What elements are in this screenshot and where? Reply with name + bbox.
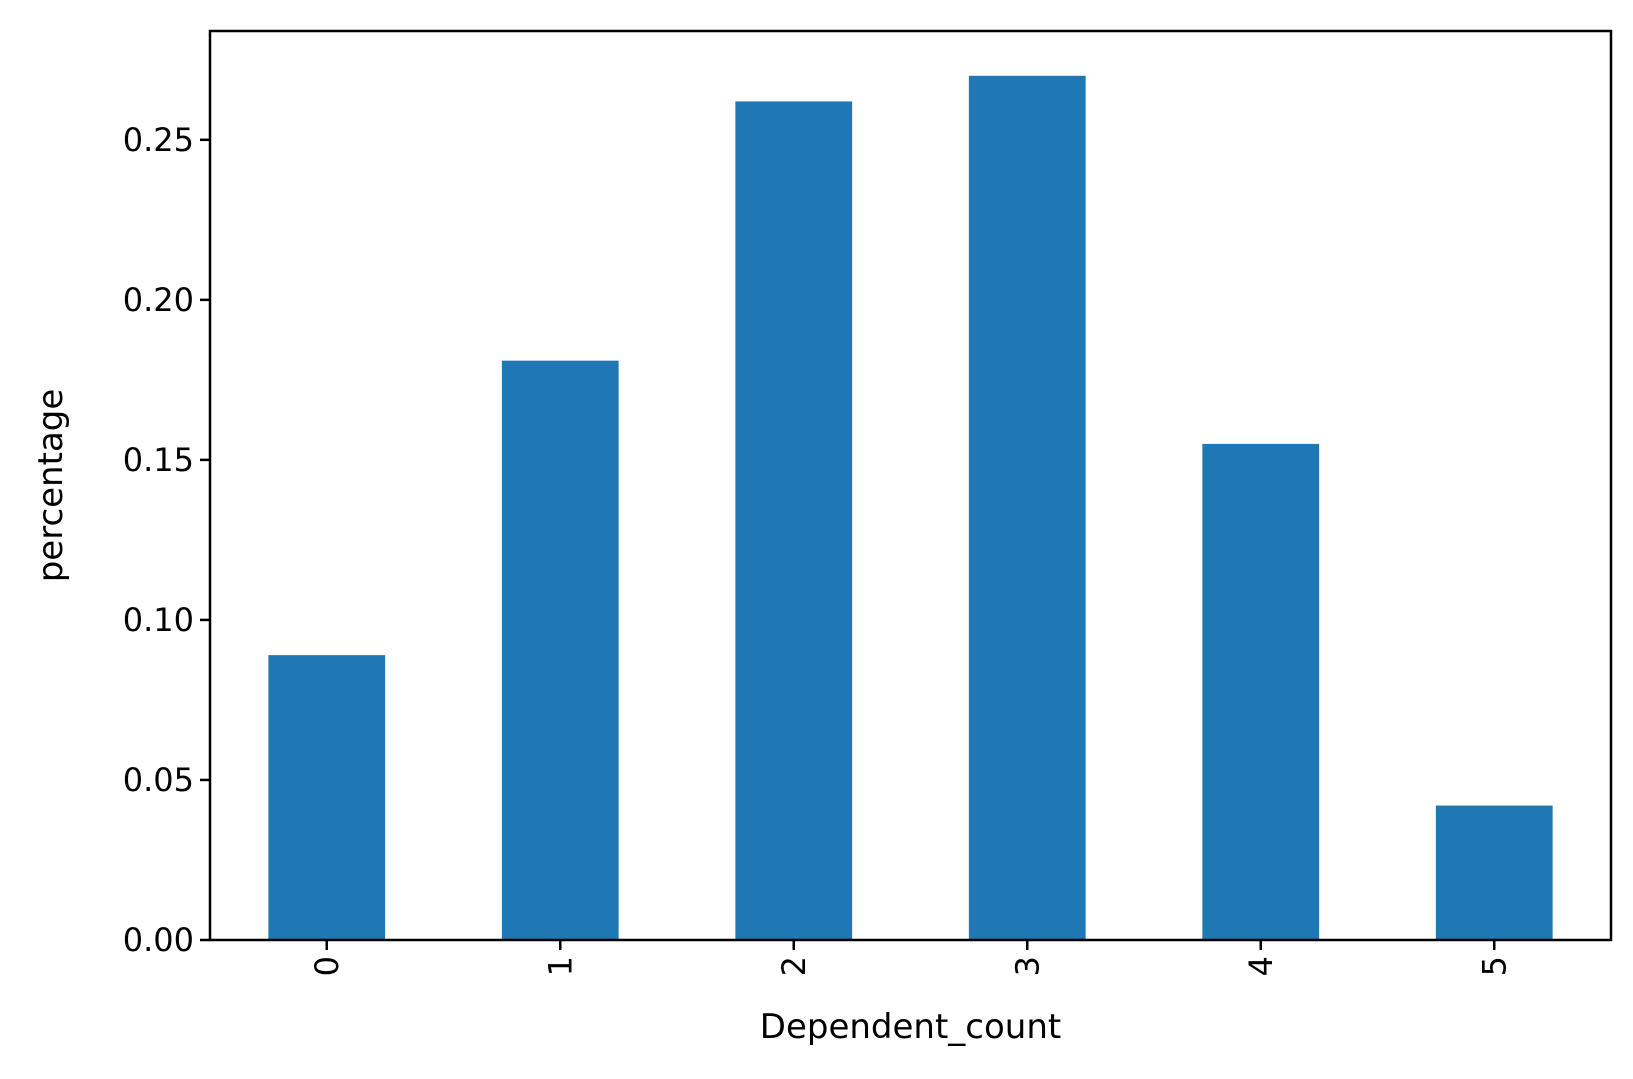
y-tick-label: 0.15 — [123, 441, 194, 479]
x-tick-label: 1 — [541, 956, 579, 976]
y-tick-label: 0.10 — [123, 601, 194, 639]
y-tick-label: 0.05 — [123, 761, 194, 799]
y-tick-label: 0.20 — [123, 281, 194, 319]
bars-group — [268, 75, 1553, 941]
x-tick-label: 2 — [775, 956, 813, 976]
y-tick-label: 0.25 — [123, 121, 194, 159]
y-axis-title: percentage — [31, 389, 71, 583]
x-axis-title: Dependent_count — [760, 1007, 1061, 1047]
bar-4 — [1202, 443, 1320, 940]
bar-0 — [268, 655, 386, 940]
x-tick-label: 3 — [1008, 956, 1046, 976]
bar-1 — [501, 360, 619, 940]
x-tick-label: 0 — [308, 956, 346, 976]
bar-3 — [968, 75, 1086, 940]
y-axis: 0.00 0.05 0.10 0.15 0.20 0.25 — [123, 121, 210, 959]
x-tick-label: 5 — [1475, 956, 1513, 976]
x-tick-label: 4 — [1242, 956, 1280, 976]
x-axis: 0 1 2 3 4 5 — [308, 940, 1513, 976]
bar-2 — [735, 101, 853, 941]
plot-frame — [208, 29, 1613, 942]
bar-5 — [1435, 805, 1553, 940]
y-tick-label: 0.00 — [123, 921, 194, 959]
